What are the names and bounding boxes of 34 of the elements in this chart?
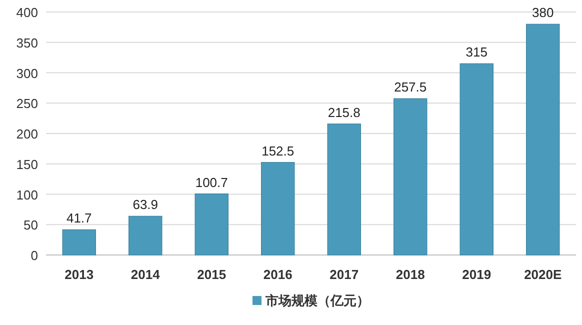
y-tick-label: 150 [16,156,38,172]
data-label: 315 [466,44,488,60]
data-label: 100.7 [195,174,228,190]
bar [460,63,494,256]
bar [128,216,162,256]
y-tick-label: 100 [16,187,38,202]
legend-label: 市场规模（亿元） [264,293,370,308]
data-label: 41.7 [66,210,92,226]
y-tick-label: 250 [16,96,38,112]
y-tick-label: 400 [16,5,38,20]
x-tick-label: 2013 [64,267,94,282]
x-tick-label: 2017 [330,267,359,282]
x-tick-label: 2016 [263,267,292,282]
data-label: 257.5 [394,80,427,95]
x-tick-label: 2015 [197,267,226,282]
bar [194,194,228,256]
x-tick-label: 2020E [524,267,562,282]
y-tick-label: 0 [30,248,38,263]
x-tick-label: 2014 [130,267,161,282]
bar [261,162,295,256]
y-tick-label: 300 [16,66,38,81]
data-label: 215.8 [328,104,360,120]
bar [327,124,361,256]
data-label: 63.9 [132,197,158,212]
y-tick-label: 50 [24,218,38,233]
bar [62,229,96,256]
y-tick-label: 350 [16,35,38,50]
bar [394,98,428,256]
x-tick-label: 2018 [396,267,425,282]
x-tick-label: 2019 [462,267,492,282]
bar [526,24,560,256]
y-tick-label: 200 [16,126,38,142]
data-label: 152.5 [262,143,294,158]
data-label: 380 [532,5,554,20]
